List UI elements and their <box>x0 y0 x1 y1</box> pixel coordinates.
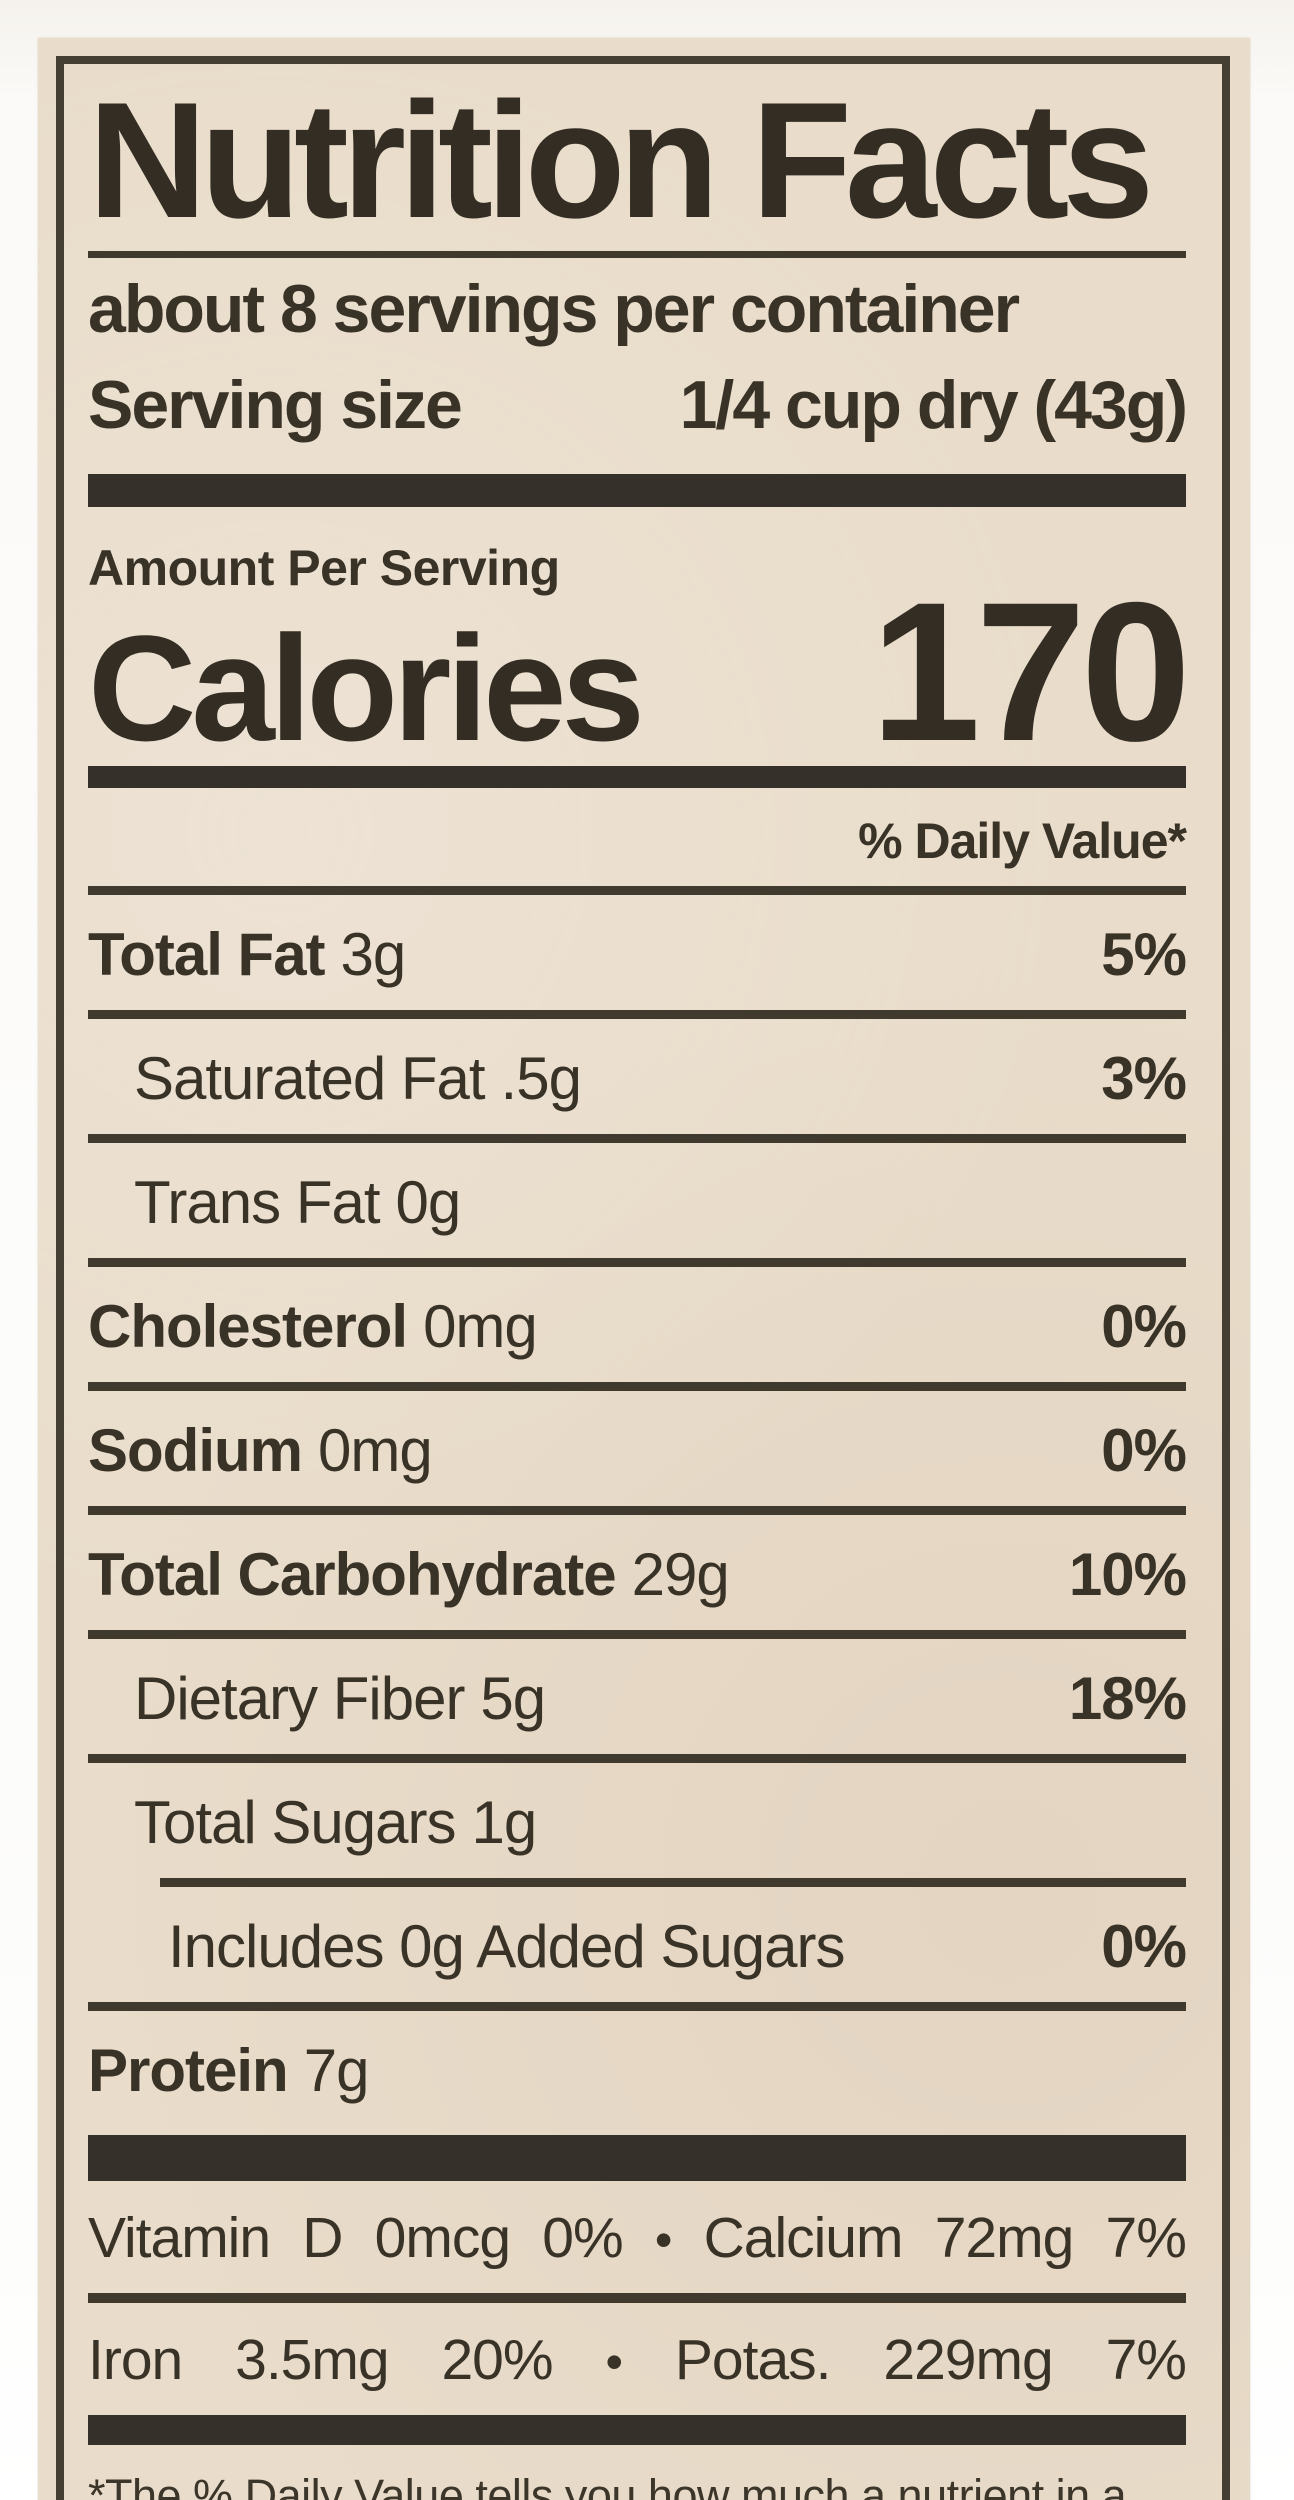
nutrient-row-dietary-fiber: Dietary Fiber 5g 18% <box>88 1639 1187 1764</box>
daily-value-header: % Daily Value* <box>88 788 1187 896</box>
nutrient-daily-value: 5% <box>1101 921 1187 989</box>
nutrient-row-total-sugars: Total Sugars 1g <box>88 1763 1186 1878</box>
calories-divider-bar <box>88 766 1186 789</box>
section-divider-bar <box>88 2135 1186 2182</box>
micronutrient-token: 7% <box>1105 2206 1187 2271</box>
micronutrient-token: 72mg <box>934 2206 1075 2271</box>
nutrient-name-amount: Saturated Fat .5g <box>134 1045 582 1113</box>
micronutrient-token: D <box>302 2206 343 2271</box>
section-divider-bar <box>88 473 1186 507</box>
nutrient-daily-value: 0% <box>1101 1293 1187 1361</box>
micronutrient-token: 20% <box>441 2328 553 2393</box>
micronutrient-token: 0mcg <box>374 2206 511 2271</box>
micronutrient-token: 0% <box>542 2206 623 2271</box>
micronutrient-token: 3.5mg <box>235 2328 389 2393</box>
nutrient-name-amount: Includes 0g Added Sugars <box>168 1913 846 1981</box>
micronutrient-token: Vitamin <box>88 2206 271 2271</box>
nutrient-row-cholesterol: Cholesterol 0mg 0% <box>88 1267 1187 1392</box>
nutrient-name-amount: Sodium 0mg <box>88 1417 433 1485</box>
nutrient-daily-value: 10% <box>1068 1541 1187 1609</box>
nutrient-name-amount: Protein 7g <box>88 2037 369 2105</box>
calories-label: Calories <box>88 603 645 772</box>
serving-size-row: Serving size 1/4 cup dry (43g) <box>88 366 1188 444</box>
label-title: Nutrition Facts <box>88 68 1154 252</box>
nutrient-row-trans-fat: Trans Fat 0g <box>88 1143 1186 1268</box>
footnote-asterisk: * <box>88 2470 106 2500</box>
nutrient-name-amount: Trans Fat 0g <box>134 1169 461 1237</box>
daily-value-footnote: *The % Daily Value tells you how much a … <box>88 2471 1186 2500</box>
bullet-separator-icon: • <box>654 2212 672 2269</box>
nutrient-row-total-carbohydrate: Total Carbohydrate 29g 10% <box>88 1515 1187 1640</box>
micronutrient-token: 7% <box>1105 2328 1187 2393</box>
nutrition-label-sheet: Nutrition Facts about 8 servings per con… <box>38 38 1250 2500</box>
nutrient-name-amount: Dietary Fiber 5g <box>134 1665 546 1733</box>
nutrient-daily-value: 0% <box>1101 1913 1187 1981</box>
nutrient-row-total-fat: Total Fat 3g 5% <box>88 895 1187 1020</box>
nutrient-daily-value: 0% <box>1101 1417 1187 1485</box>
amount-per-serving-label: Amount Per Serving <box>88 539 560 596</box>
serving-size-label: Serving size <box>88 366 463 443</box>
micronutrient-token: 229mg <box>883 2328 1053 2393</box>
nutrient-name-amount: Total Sugars 1g <box>134 1789 537 1857</box>
micronutrient-token: Calcium <box>703 2206 904 2271</box>
section-divider-bar <box>88 2415 1186 2446</box>
indented-rule <box>160 1878 1186 1888</box>
footnote-text: The % Daily Value tells you how much a n… <box>105 2470 1127 2500</box>
nutrient-daily-value: 18% <box>1068 1665 1187 1733</box>
micronutrient-row-vitamin-d-calcium: Vitamin D 0mcg 0% • Calcium 72mg 7% <box>88 2181 1187 2304</box>
nutrient-name-amount: Cholesterol 0mg <box>88 1293 538 1361</box>
nutrient-row-sodium: Sodium 0mg 0% <box>88 1391 1187 1516</box>
nutrient-name-amount: Total Fat 3g <box>88 921 406 989</box>
micronutrient-row-iron-potassium: Iron 3.5mg 20% • Potas. 229mg 7% <box>88 2303 1187 2415</box>
nutrient-row-added-sugars: Includes 0g Added Sugars 0% <box>88 1887 1187 2012</box>
serving-size-value: 1/4 cup dry (43g) <box>679 366 1188 443</box>
nutrient-name-amount: Total Carbohydrate 29g <box>88 1541 730 1609</box>
micronutrient-token: Potas. <box>674 2328 832 2393</box>
title-underline <box>88 250 1186 258</box>
servings-per-container: about 8 servings per container <box>88 270 1020 347</box>
nutrient-daily-value: 3% <box>1101 1045 1187 1113</box>
nutrient-row-saturated-fat: Saturated Fat .5g 3% <box>88 1019 1187 1144</box>
micronutrient-token: Iron <box>88 2328 183 2393</box>
bullet-separator-icon: • <box>605 2334 622 2391</box>
calories-value: 170 <box>870 560 1191 782</box>
nutrient-row-protein: Protein 7g <box>88 2011 1186 2113</box>
nutrition-label-frame: Nutrition Facts about 8 servings per con… <box>56 56 1230 2500</box>
calories-row: Calories 170 <box>88 560 1191 782</box>
